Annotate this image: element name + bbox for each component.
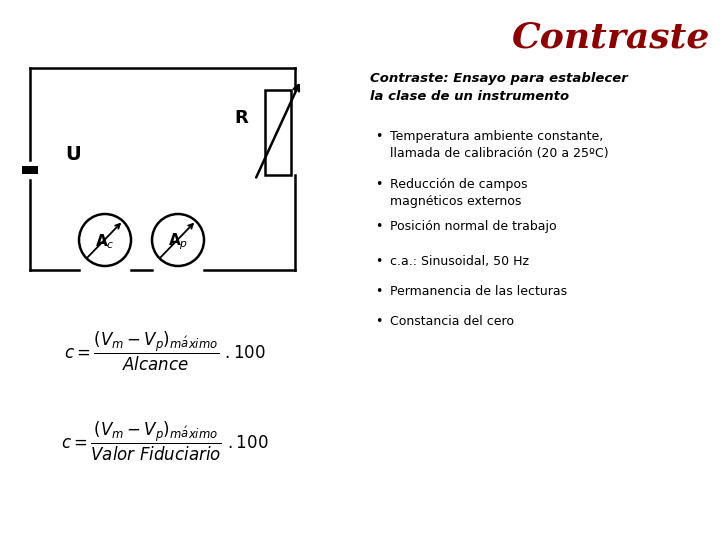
Text: Constancia del cero: Constancia del cero <box>390 315 514 328</box>
Bar <box>265 90 291 175</box>
Text: Reducción de campos
magnéticos externos: Reducción de campos magnéticos externos <box>390 178 528 207</box>
Text: Contraste: Ensayo para establecer: Contraste: Ensayo para establecer <box>370 72 628 85</box>
Text: Posición normal de trabajo: Posición normal de trabajo <box>390 220 557 233</box>
Text: Contraste: Contraste <box>512 21 710 55</box>
Text: •: • <box>375 220 382 233</box>
Text: •: • <box>375 285 382 298</box>
Bar <box>22 166 38 174</box>
Text: $\mathit{c} = \dfrac{(V_m - V_p)_{\mathit{m\acute{a}ximo}}}{\mathit{Alcance}}\ .: $\mathit{c} = \dfrac{(V_m - V_p)_{\mathi… <box>64 330 266 373</box>
Circle shape <box>79 214 131 266</box>
Text: Permanencia de las lecturas: Permanencia de las lecturas <box>390 285 567 298</box>
Text: $\mathbf{A}_c$: $\mathbf{A}_c$ <box>95 233 114 251</box>
Circle shape <box>152 214 204 266</box>
Text: $\mathbf{A}_p$: $\mathbf{A}_p$ <box>168 232 188 252</box>
Text: •: • <box>375 130 382 143</box>
Text: •: • <box>375 178 382 191</box>
Text: R: R <box>234 109 248 127</box>
Text: la clase de un instrumento: la clase de un instrumento <box>370 90 569 103</box>
Text: Temperatura ambiente constante,
llamada de calibración (20 a 25ºC): Temperatura ambiente constante, llamada … <box>390 130 608 159</box>
Text: •: • <box>375 315 382 328</box>
Text: c.a.: Sinusoidal, 50 Hz: c.a.: Sinusoidal, 50 Hz <box>390 255 529 268</box>
Text: $\mathit{c} = \dfrac{(V_m - V_p)_{\mathit{m\acute{a}ximo}}}{\mathit{Valor\ Fiduc: $\mathit{c} = \dfrac{(V_m - V_p)_{\mathi… <box>61 420 269 463</box>
Text: •: • <box>375 255 382 268</box>
Text: U: U <box>65 145 81 165</box>
